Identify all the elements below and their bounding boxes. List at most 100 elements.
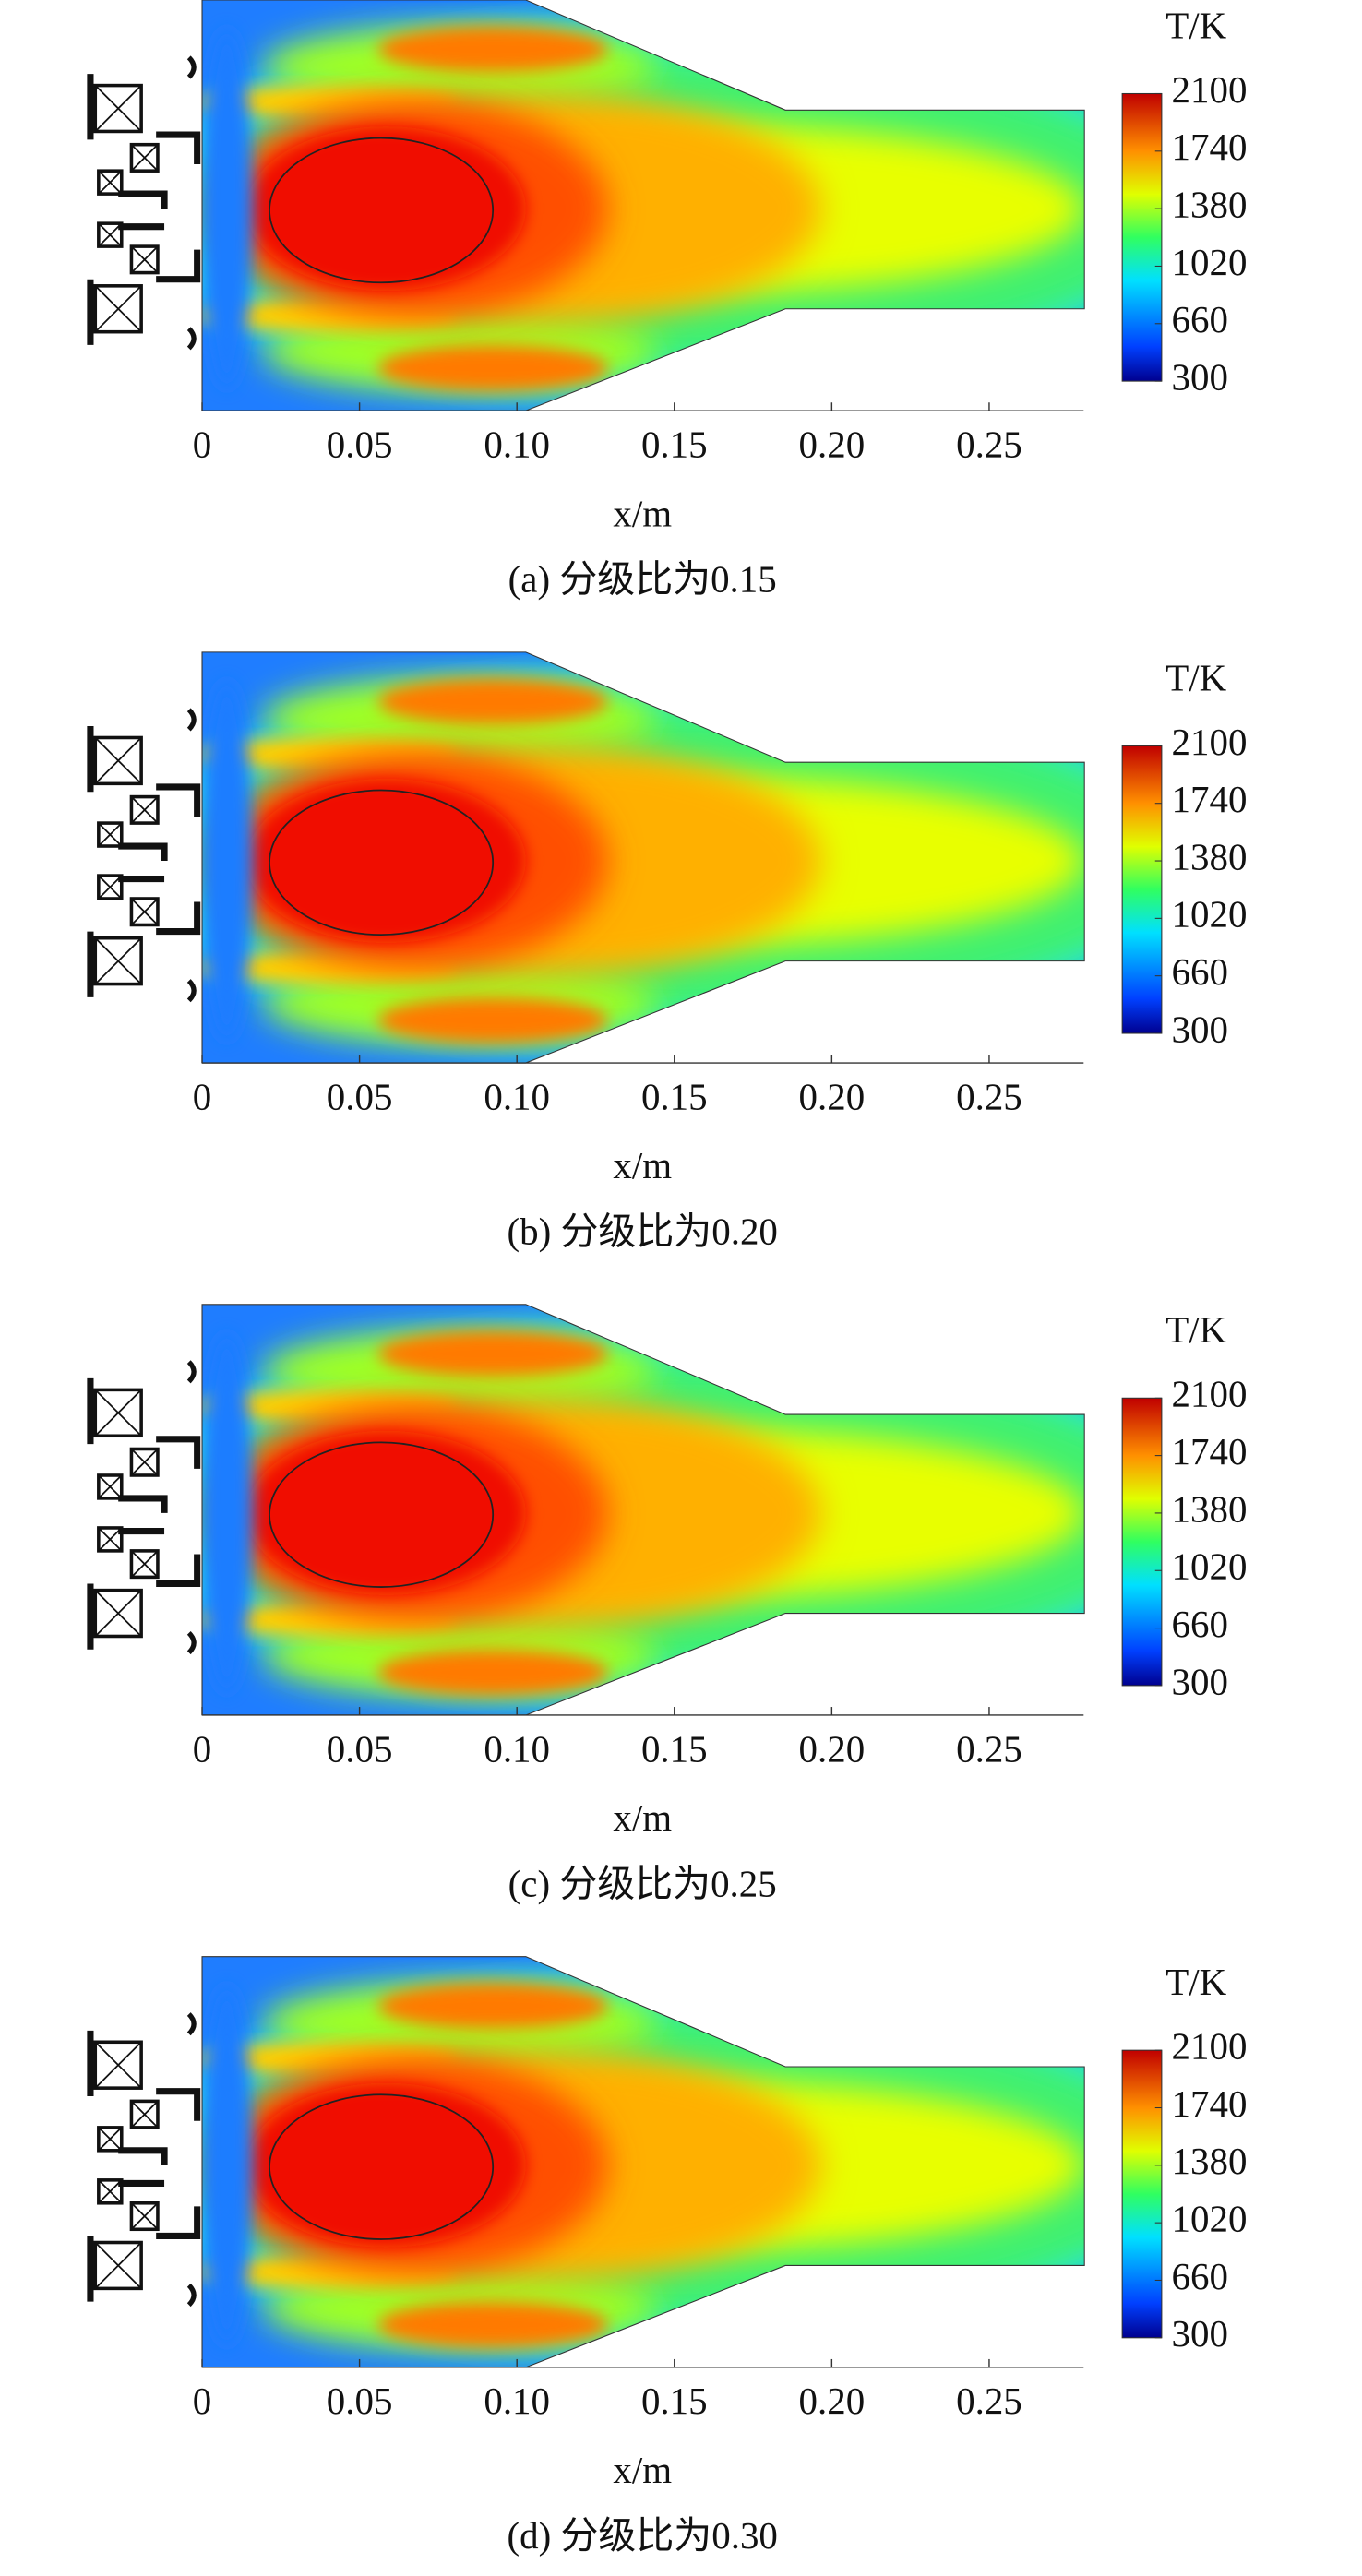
colorbar — [1121, 1397, 1163, 1687]
swirler-cross — [94, 736, 142, 784]
injector-wall — [87, 2030, 201, 2302]
field-region — [202, 1332, 254, 1694]
temperature-field — [202, 1304, 1085, 1715]
swirler-cross — [98, 1527, 123, 1552]
figure-body: 0 0.05 0.10 0.15 0.20 0.25 x/m (a) 分级比为0.15 T/K 2… — [87, 0, 1248, 2557]
x-tick-label: 0.10 — [484, 1728, 550, 1770]
swirler-cross — [130, 1550, 159, 1579]
field-region — [377, 678, 608, 725]
swirler-cross — [94, 937, 142, 985]
swirler-cross — [130, 1448, 159, 1476]
colorbar-tick-label: 300 — [1172, 356, 1228, 398]
x-tick-label: 0.25 — [956, 423, 1022, 465]
injector-icon — [87, 708, 201, 1003]
x-tick-label: 0.15 — [641, 1076, 708, 1117]
swirler-cross — [98, 822, 123, 847]
swirler-cross — [130, 245, 159, 274]
x-tick-label: 0.10 — [484, 2380, 550, 2422]
swirler-cross — [94, 84, 142, 133]
colorbar-tick-label: 1740 — [1172, 2083, 1248, 2125]
injector-wave — [186, 2012, 197, 2308]
swirler-cross — [130, 898, 159, 926]
field-region — [246, 1430, 526, 1595]
x-tick-label: 0.25 — [956, 1728, 1022, 1770]
caption: (c) 分级比为0.25 — [508, 1863, 777, 1904]
x-tick-label: 0.05 — [327, 1076, 393, 1117]
swirler-cross — [94, 2041, 142, 2089]
x-tick-label: 0.25 — [956, 1076, 1022, 1117]
injector-wall — [87, 1377, 201, 1650]
colorbar-tick-label: 2100 — [1172, 69, 1248, 111]
injector-wall — [87, 74, 201, 345]
colorbar-tick-label: 300 — [1172, 2313, 1228, 2355]
colorbar — [1121, 92, 1163, 382]
x-tick-label: 0.10 — [484, 1076, 550, 1117]
colorbar-tick-label: 1740 — [1172, 779, 1248, 820]
colorbar-tick-label: 1380 — [1172, 1488, 1248, 1530]
x-tick-label: 0.05 — [327, 1728, 393, 1770]
field-region — [202, 1984, 254, 2346]
contour-line — [269, 137, 495, 284]
swirler-cross — [94, 285, 142, 333]
x-tick-label: 0.20 — [799, 423, 866, 465]
field-region — [377, 1649, 608, 1696]
x-tick-label: 0.05 — [327, 2380, 393, 2422]
colorbar-title: T/K — [1165, 1962, 1226, 2003]
x-tick-label: 0 — [193, 1076, 211, 1117]
colorbar-tick-label: 1740 — [1172, 1431, 1248, 1473]
colorbar-tick-label: 1020 — [1172, 2199, 1248, 2240]
swirler-cross — [94, 1589, 142, 1638]
field-region — [377, 26, 608, 73]
field-region — [377, 1330, 608, 1377]
field-region — [202, 28, 254, 390]
injector-icon — [87, 1360, 201, 1655]
x-tick-label: 0.25 — [956, 2380, 1022, 2422]
swirler-cross — [98, 1474, 123, 1499]
colorbar-title: T/K — [1165, 657, 1226, 698]
temperature-field — [202, 651, 1085, 1064]
field-region — [377, 996, 608, 1044]
panel: 0 0.05 0.10 0.15 0.20 0.25 x/m (d) 分级比为0.30 T/K 2… — [87, 1956, 1248, 2557]
injector-wall — [87, 726, 201, 997]
panel: 0 0.05 0.10 0.15 0.20 0.25 x/m (a) 分级比为0.15 T/K 2… — [87, 0, 1248, 601]
x-tick-label: 0 — [193, 2380, 211, 2422]
caption: (b) 分级比为0.20 — [508, 1210, 778, 1252]
swirler-cross — [130, 795, 159, 824]
x-tick-label: 0.05 — [327, 423, 393, 465]
caption: (d) 分级比为0.30 — [508, 2515, 778, 2557]
field-region — [377, 344, 608, 391]
field-region — [377, 2301, 608, 2348]
colorbar-tick-label: 1380 — [1172, 2141, 1248, 2182]
colorbar-tick-label: 2100 — [1172, 1374, 1248, 1415]
field-region — [202, 680, 254, 1042]
colorbar-tick-label: 1380 — [1172, 185, 1248, 226]
swirler-cross — [130, 2202, 159, 2230]
swirler-cross — [130, 144, 159, 172]
swirler-cross — [94, 1389, 142, 1437]
colorbar-tick-label: 1380 — [1172, 836, 1248, 877]
x-tick-label: 0.20 — [799, 1728, 866, 1770]
temperature-field — [202, 0, 1085, 411]
field-region — [246, 779, 526, 944]
colorbar-tick-label: 1020 — [1172, 242, 1248, 283]
caption: (a) 分级比为0.15 — [508, 559, 777, 601]
swirler-cross — [130, 2100, 159, 2129]
injector-wave — [186, 1360, 197, 1655]
field-region — [246, 126, 526, 292]
swirler-cross — [98, 2127, 123, 2152]
injector-wave — [186, 708, 197, 1003]
injector-icon — [87, 55, 201, 351]
colorbar-tick-label: 2100 — [1172, 2026, 1248, 2068]
swirler-cross — [98, 170, 123, 195]
swirler-cross — [98, 875, 123, 900]
colorbar-tick-label: 660 — [1172, 951, 1228, 993]
contour-line — [269, 1441, 495, 1588]
colorbar-title: T/K — [1165, 1309, 1226, 1351]
contour-line — [269, 2093, 495, 2240]
colorbar-tick-label: 2100 — [1172, 722, 1248, 763]
x-axis-label: x/m — [613, 2450, 672, 2491]
panel: 0 0.05 0.10 0.15 0.20 0.25 x/m (b) 分级比为0.20 T/K 2… — [87, 651, 1248, 1252]
x-axis-label: x/m — [613, 1797, 672, 1839]
x-tick-label: 0 — [193, 1728, 211, 1770]
